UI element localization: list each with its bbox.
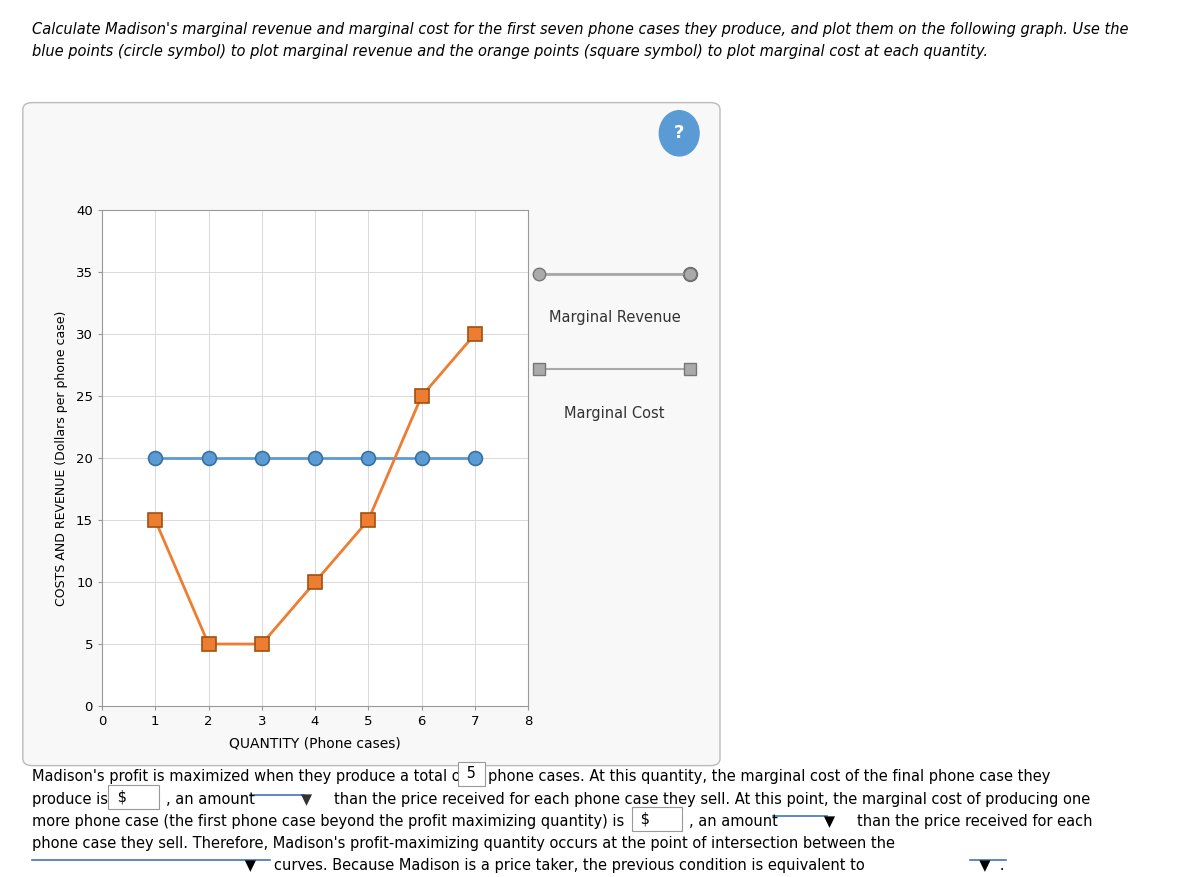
X-axis label: QUANTITY (Phone cases): QUANTITY (Phone cases) [229, 737, 401, 751]
Text: than the price received for each phone case they sell. At this point, the margin: than the price received for each phone c… [334, 792, 1090, 807]
Text: $: $ [636, 811, 678, 826]
Text: phone cases. At this quantity, the marginal cost of the final phone case they: phone cases. At this quantity, the margi… [488, 769, 1051, 784]
Text: $: $ [113, 789, 155, 804]
Text: than the price received for each: than the price received for each [857, 814, 1092, 829]
Y-axis label: COSTS AND REVENUE (Dollars per phone case): COSTS AND REVENUE (Dollars per phone cas… [55, 310, 67, 606]
Text: Madison's profit is maximized when they produce a total of: Madison's profit is maximized when they … [32, 769, 466, 784]
Text: Marginal Cost: Marginal Cost [564, 406, 665, 421]
Text: ?: ? [674, 125, 684, 142]
Circle shape [659, 111, 700, 156]
Text: ▼  .: ▼ . [970, 858, 1004, 873]
Text: phone case they sell. Therefore, Madison's profit-maximizing quantity occurs at : phone case they sell. Therefore, Madison… [32, 836, 895, 851]
Text: ▼: ▼ [773, 814, 835, 829]
Text: produce is: produce is [32, 792, 108, 807]
Text: ▼: ▼ [250, 792, 312, 807]
Text: more phone case (the first phone case beyond the profit maximizing quantity) is: more phone case (the first phone case be… [32, 814, 625, 829]
Text: , an amount: , an amount [166, 792, 254, 807]
Text: curves. Because Madison is a price taker, the previous condition is equivalent t: curves. Because Madison is a price taker… [274, 858, 864, 873]
Text: , an amount: , an amount [689, 814, 778, 829]
Text: blue points (circle symbol) to plot marginal revenue and the orange points (squa: blue points (circle symbol) to plot marg… [32, 44, 989, 59]
Text: Calculate Madison's marginal revenue and marginal cost for the first seven phone: Calculate Madison's marginal revenue and… [32, 22, 1129, 37]
Text: 5: 5 [462, 766, 480, 781]
Text: Marginal Revenue: Marginal Revenue [548, 310, 680, 325]
Text: ▼: ▼ [32, 858, 257, 873]
